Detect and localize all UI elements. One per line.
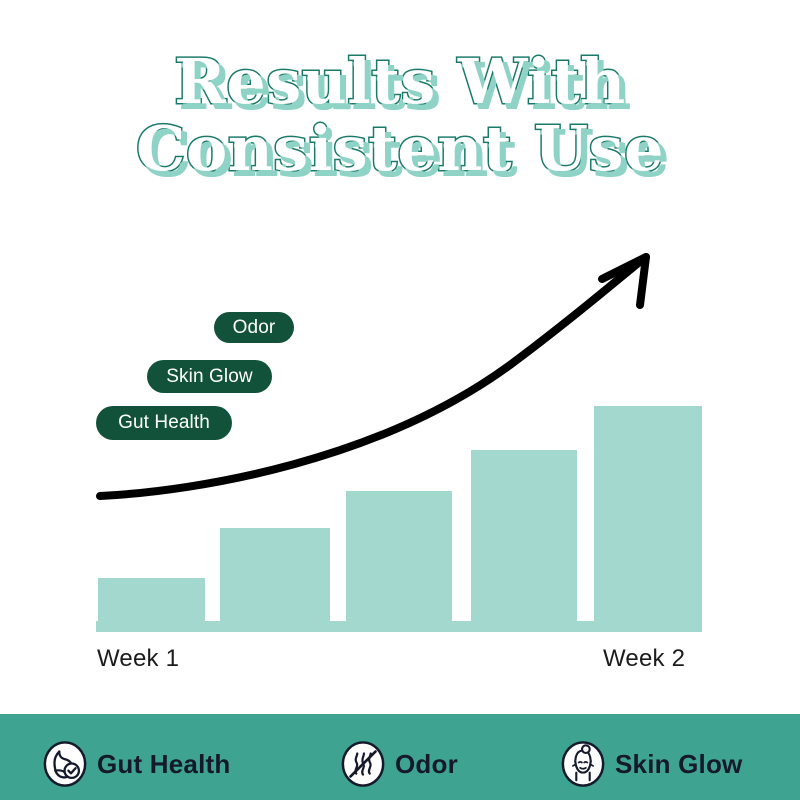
footer-label-gut-health: Gut Health <box>97 748 231 779</box>
chart-bar <box>594 406 702 621</box>
footer-label-odor: Odor <box>395 748 458 779</box>
no-odor-waves-icon <box>341 741 385 787</box>
title-line-1: Results With <box>173 45 627 118</box>
face-glow-icon <box>561 741 605 787</box>
axis-label-week-1: Week 1 <box>97 645 180 672</box>
title-line-2: Consistent Use <box>135 111 665 185</box>
chart-bar <box>346 491 452 621</box>
pill-odor[interactable]: Odor <box>214 312 294 343</box>
chart-bar <box>220 528 330 621</box>
chart-bar <box>98 578 205 621</box>
chart-bar <box>471 450 577 621</box>
axis-label-week-2: Week 2 <box>603 645 686 672</box>
pill-gut-health[interactable]: Gut Health <box>96 406 232 440</box>
footer-label-skin-glow: Skin Glow <box>615 748 743 779</box>
chart-baseline <box>96 621 702 632</box>
footer-item-gut-health[interactable]: Gut Health <box>42 741 230 787</box>
growth-trend-arrow <box>96 253 650 500</box>
page-title: Results With Consistent Use <box>0 45 800 185</box>
stomach-check-icon <box>43 741 87 787</box>
pill-skin-glow[interactable]: Skin Glow <box>147 360 272 393</box>
footer-item-skin-glow[interactable]: Skin Glow <box>560 741 742 787</box>
footer-item-odor[interactable]: Odor <box>340 741 458 787</box>
benefits-footer-bar: Gut Health Odor <box>0 714 800 800</box>
